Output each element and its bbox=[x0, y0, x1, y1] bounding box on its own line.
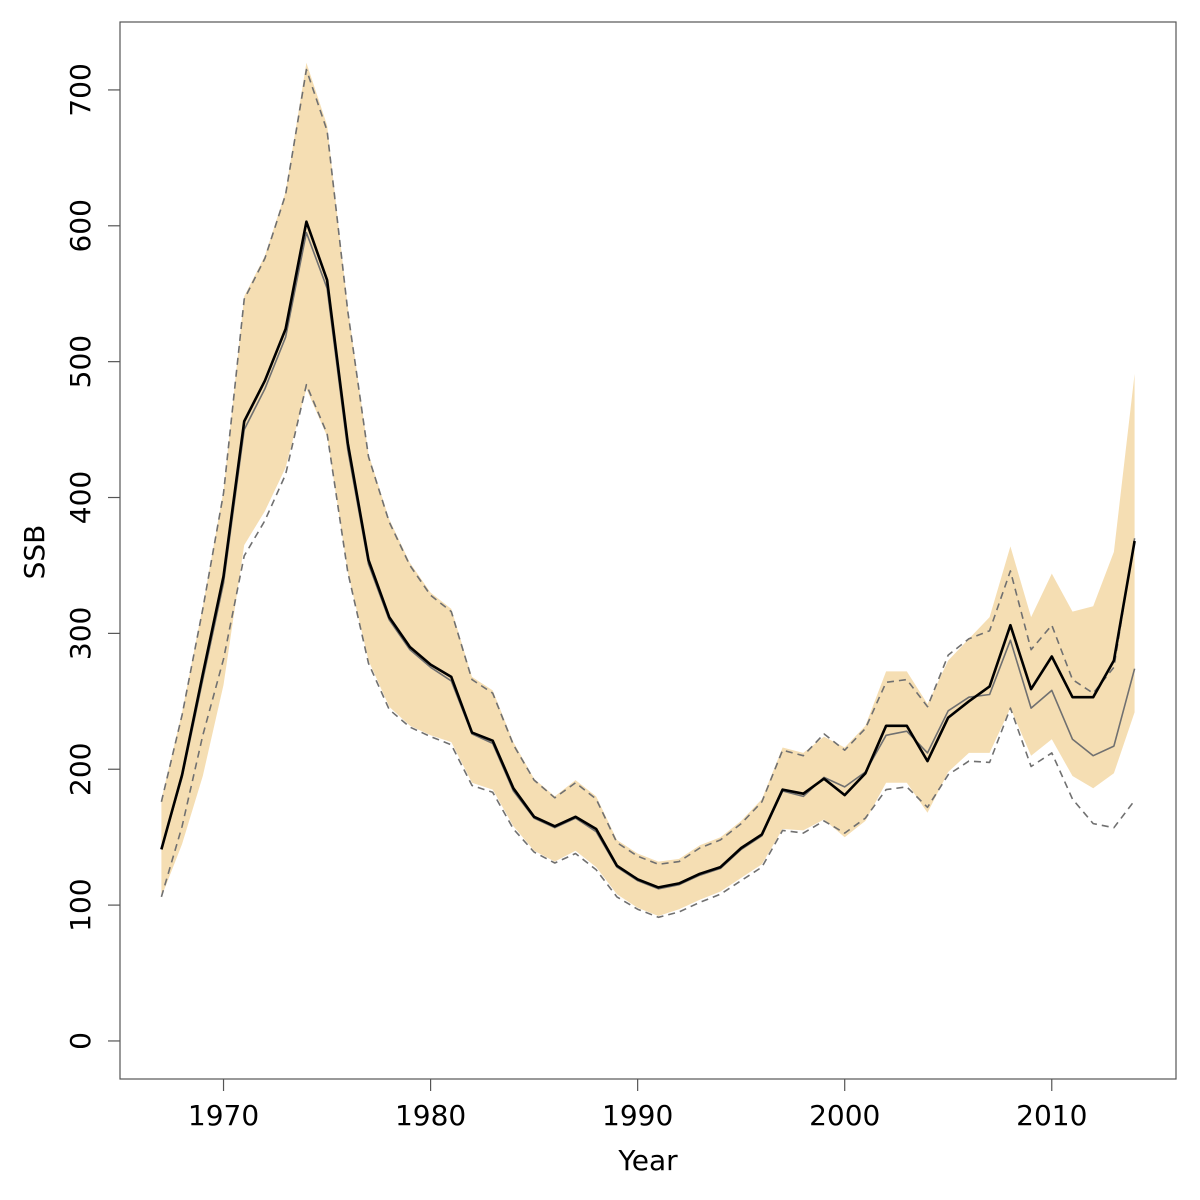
x-axis-title: Year bbox=[617, 1144, 678, 1177]
y-tick-label: 400 bbox=[64, 471, 97, 524]
plot-frame bbox=[119, 21, 1177, 1080]
axes: 1970 1980 1990 2000 2010 0 100 200 300 400 500 600 7… bbox=[64, 21, 1177, 1132]
series-lower-dashed-line bbox=[160, 383, 1136, 919]
y-tick-label: 700 bbox=[64, 63, 97, 116]
series-main-line bbox=[160, 220, 1136, 889]
x-tick-label: 1970 bbox=[188, 1099, 259, 1132]
confidence-band bbox=[161, 62, 1135, 917]
x-tick-label: 2000 bbox=[809, 1099, 880, 1132]
x-tick-label: 2010 bbox=[1016, 1099, 1087, 1132]
y-tick-label: 200 bbox=[64, 743, 97, 796]
y-tick-label: 0 bbox=[64, 1032, 97, 1050]
y-tick-label: 600 bbox=[64, 199, 97, 252]
y-axis-title: SSB bbox=[18, 525, 51, 580]
y-tick-label: 300 bbox=[64, 607, 97, 660]
y-tick-label: 500 bbox=[64, 335, 97, 388]
y-tick-label: 100 bbox=[64, 878, 97, 931]
x-tick-label: 1990 bbox=[602, 1099, 673, 1132]
plot-area bbox=[160, 62, 1136, 919]
x-tick-label: 1980 bbox=[395, 1099, 466, 1132]
